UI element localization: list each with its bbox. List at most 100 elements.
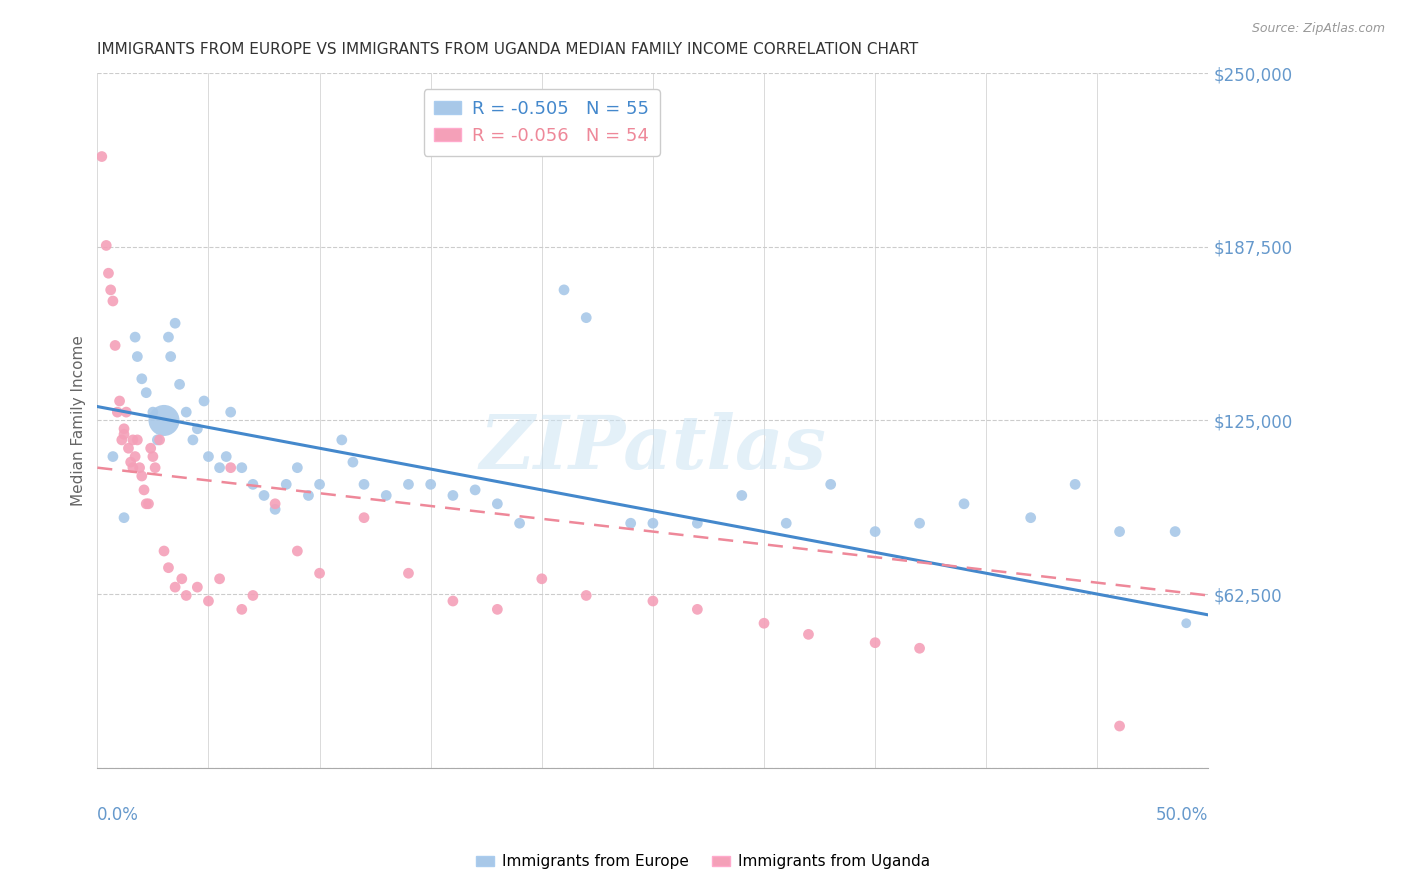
Point — [509, 516, 531, 531]
Point — [686, 516, 709, 531]
Point — [131, 372, 153, 386]
Point — [124, 450, 146, 464]
Point — [115, 405, 138, 419]
Point — [165, 580, 187, 594]
Point — [620, 516, 643, 531]
Point — [686, 602, 709, 616]
Point — [112, 510, 135, 524]
Point — [285, 544, 308, 558]
Point — [530, 572, 553, 586]
Point — [127, 433, 149, 447]
Point — [117, 442, 139, 456]
Point — [308, 566, 330, 581]
Point — [108, 394, 131, 409]
Legend: R = -0.505   N = 55, R = -0.056   N = 54: R = -0.505 N = 55, R = -0.056 N = 54 — [423, 89, 659, 156]
Point — [1108, 719, 1130, 733]
Point — [101, 450, 124, 464]
Point — [100, 283, 122, 297]
Text: 0.0%: 0.0% — [97, 805, 139, 824]
Point — [101, 293, 124, 308]
Point — [146, 433, 169, 447]
Point — [197, 594, 219, 608]
Point — [1164, 524, 1187, 539]
Point — [174, 405, 197, 419]
Text: 50.0%: 50.0% — [1156, 805, 1209, 824]
Point — [181, 433, 204, 447]
Text: ZIPatlas: ZIPatlas — [479, 412, 827, 484]
Point — [135, 385, 157, 400]
Point — [253, 488, 276, 502]
Point — [1175, 616, 1198, 631]
Point — [96, 238, 118, 252]
Point — [820, 477, 842, 491]
Point — [242, 589, 264, 603]
Point — [242, 477, 264, 491]
Point — [157, 560, 180, 574]
Point — [127, 350, 149, 364]
Point — [231, 460, 253, 475]
Point — [153, 413, 176, 427]
Point — [142, 450, 165, 464]
Point — [174, 589, 197, 603]
Point — [353, 510, 375, 524]
Point — [353, 477, 375, 491]
Point — [193, 394, 215, 409]
Point — [142, 405, 165, 419]
Point — [159, 350, 181, 364]
Point — [1108, 524, 1130, 539]
Point — [157, 330, 180, 344]
Point — [104, 338, 127, 352]
Point — [775, 516, 797, 531]
Point — [122, 460, 145, 475]
Point — [197, 450, 219, 464]
Point — [863, 636, 886, 650]
Point — [330, 433, 353, 447]
Point — [731, 488, 754, 502]
Point — [641, 516, 664, 531]
Point — [186, 422, 208, 436]
Point — [953, 497, 976, 511]
Point — [486, 497, 509, 511]
Point — [131, 469, 153, 483]
Point — [169, 377, 191, 392]
Point — [285, 460, 308, 475]
Point — [441, 488, 464, 502]
Point — [111, 433, 134, 447]
Point — [375, 488, 398, 502]
Point — [139, 442, 162, 456]
Point — [486, 602, 509, 616]
Point — [105, 405, 128, 419]
Legend: Immigrants from Europe, Immigrants from Uganda: Immigrants from Europe, Immigrants from … — [470, 848, 936, 875]
Point — [135, 497, 157, 511]
Point — [908, 516, 931, 531]
Point — [138, 497, 160, 511]
Point — [264, 497, 287, 511]
Point — [128, 460, 150, 475]
Point — [1019, 510, 1042, 524]
Point — [120, 455, 142, 469]
Point — [97, 266, 120, 280]
Point — [575, 310, 598, 325]
Point — [215, 450, 238, 464]
Point — [148, 433, 170, 447]
Point — [112, 422, 135, 436]
Point — [398, 477, 420, 491]
Point — [219, 460, 242, 475]
Point — [908, 641, 931, 656]
Point — [122, 433, 145, 447]
Point — [231, 602, 253, 616]
Point — [170, 572, 193, 586]
Point — [124, 330, 146, 344]
Point — [398, 566, 420, 581]
Point — [441, 594, 464, 608]
Point — [264, 502, 287, 516]
Point — [308, 477, 330, 491]
Point — [464, 483, 486, 497]
Point — [553, 283, 575, 297]
Point — [575, 589, 598, 603]
Text: IMMIGRANTS FROM EUROPE VS IMMIGRANTS FROM UGANDA MEDIAN FAMILY INCOME CORRELATIO: IMMIGRANTS FROM EUROPE VS IMMIGRANTS FRO… — [97, 42, 918, 57]
Point — [208, 572, 231, 586]
Point — [1064, 477, 1087, 491]
Point — [297, 488, 319, 502]
Point — [219, 405, 242, 419]
